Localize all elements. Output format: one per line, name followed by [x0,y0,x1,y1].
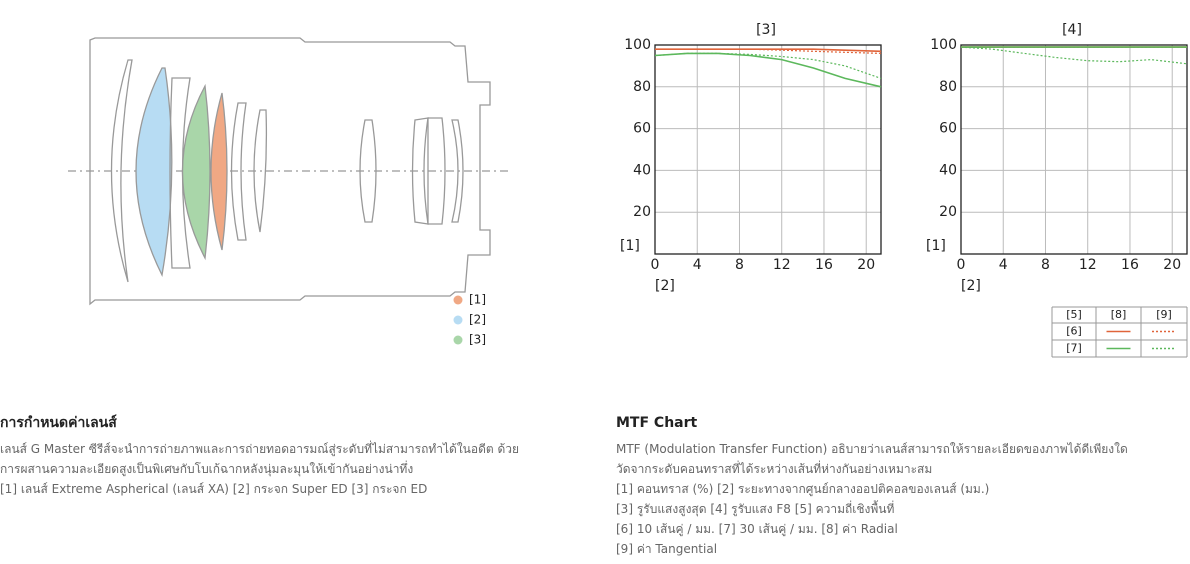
x-tick-label: 20 [1163,257,1181,273]
y-tick-label: 40 [633,162,651,178]
mtf-legend: [5] [8] [9] [6] [7] [1051,306,1188,358]
legend-label: [1] [469,293,486,307]
x-tick-label: 12 [1079,257,1097,273]
plot-frame [654,44,882,255]
y-tick-label: 20 [939,204,957,220]
mtf-chart: [3] 20 40 60 80 100 0 4 8 12 16 20 [1] [2] [620,22,882,294]
y-tick-label: 20 [633,204,651,220]
legend-column: [9] [1156,308,1172,321]
y-tick-label: 100 [930,37,957,53]
barrel [89,37,491,306]
text-line: [9] ค่า Tangential [616,542,718,556]
y-tick-label: 60 [939,121,957,137]
text-line: วัดจากระดับคอนทราสที่ได้ระหว่างเส้นที่ห่… [616,462,933,476]
mtf-line [655,48,882,54]
lens [427,117,446,225]
x-tick-label: 8 [1041,257,1050,273]
mtf-line [960,46,1188,65]
text-line: เลนส์ G Master ซีรีส์จะนำการถ่ายภาพและกา… [0,442,520,456]
text-line: การผสานความละเอียดสูงเป็นพิเศษกับโบเก้ฉา… [0,462,414,476]
lens [230,102,247,241]
mtf-line [654,52,882,79]
x-tick-label: 8 [735,257,744,273]
text-line: [1] คอนทราส (%) [2] ระยะทางจากศูนย์กลางอ… [616,482,990,496]
lines: เลนส์ G Master ซีรีส์จะนำการถ่ายภาพและกา… [0,439,560,499]
legend-dot [453,295,463,305]
chart-title: [4] [1062,22,1082,38]
legend-label: [2] [469,313,486,327]
lens-xa [210,92,228,251]
lens-super-ed [135,67,173,278]
legend-row: [7] [1066,342,1082,355]
y-tick-label: 80 [939,79,957,95]
legend-row: [6] [1066,325,1082,338]
legend-dot [453,315,463,325]
x-tick-label: 0 [651,257,660,273]
y-tick-label: 80 [633,79,651,95]
legend-corner: [5] [1066,308,1082,321]
text-line: MTF (Modulation Transfer Function) อธิบา… [616,442,1128,456]
heading: MTF Chart [616,415,698,431]
legend-column: [8] [1111,308,1127,321]
mtf-line [654,52,882,88]
mtf-chart: [4] 20 40 60 80 100 0 4 8 12 16 20 [1] [2] [926,22,1188,294]
mtf-text: MTF Chart MTF (Modulation Transfer Funct… [616,413,1186,559]
lens [169,77,191,269]
text-line: [1] เลนส์ Extreme Aspherical (เลนส์ XA) … [0,482,428,496]
x-axis-label: [2] [961,278,981,294]
y-tick-label: 40 [939,162,957,178]
x-tick-label: 4 [999,257,1008,273]
lens-ed [181,83,211,261]
x-tick-label: 0 [957,257,966,273]
x-tick-label: 12 [773,257,791,273]
x-tick-label: 16 [1121,257,1139,273]
x-tick-label: 20 [857,257,875,273]
lens-text: การกำหนดค่าเลนส์ เลนส์ G Master ซีรีส์จะ… [0,413,560,499]
y-tick-label: 60 [633,121,651,137]
lens [451,119,464,223]
lens [110,59,133,283]
text-line: [6] 10 เส้นคู่ / มม. [7] 30 เส้นคู่ / มม… [616,522,898,536]
lens [359,119,377,223]
lens [253,109,268,233]
lens-legend: [1] [2] [3] [453,293,486,347]
x-axis-label: [2] [655,278,675,294]
y-tick-label: 100 [624,37,651,53]
heading: การกำหนดค่าเลนส์ [0,415,117,431]
y-axis-label: [1] [620,238,640,254]
y-axis-label: [1] [926,238,946,254]
x-tick-label: 4 [693,257,702,273]
legend-dot [453,335,463,345]
lens-diagram [68,37,508,306]
lines: MTF (Modulation Transfer Function) อธิบา… [616,439,1186,559]
legend-label: [3] [469,333,486,347]
x-tick-label: 16 [815,257,833,273]
text-line: [3] รูรับแสงสูงสุด [4] รูรับแสง F8 [5] ค… [616,502,895,516]
chart-title: [3] [756,22,776,38]
plot-frame [960,44,1188,255]
